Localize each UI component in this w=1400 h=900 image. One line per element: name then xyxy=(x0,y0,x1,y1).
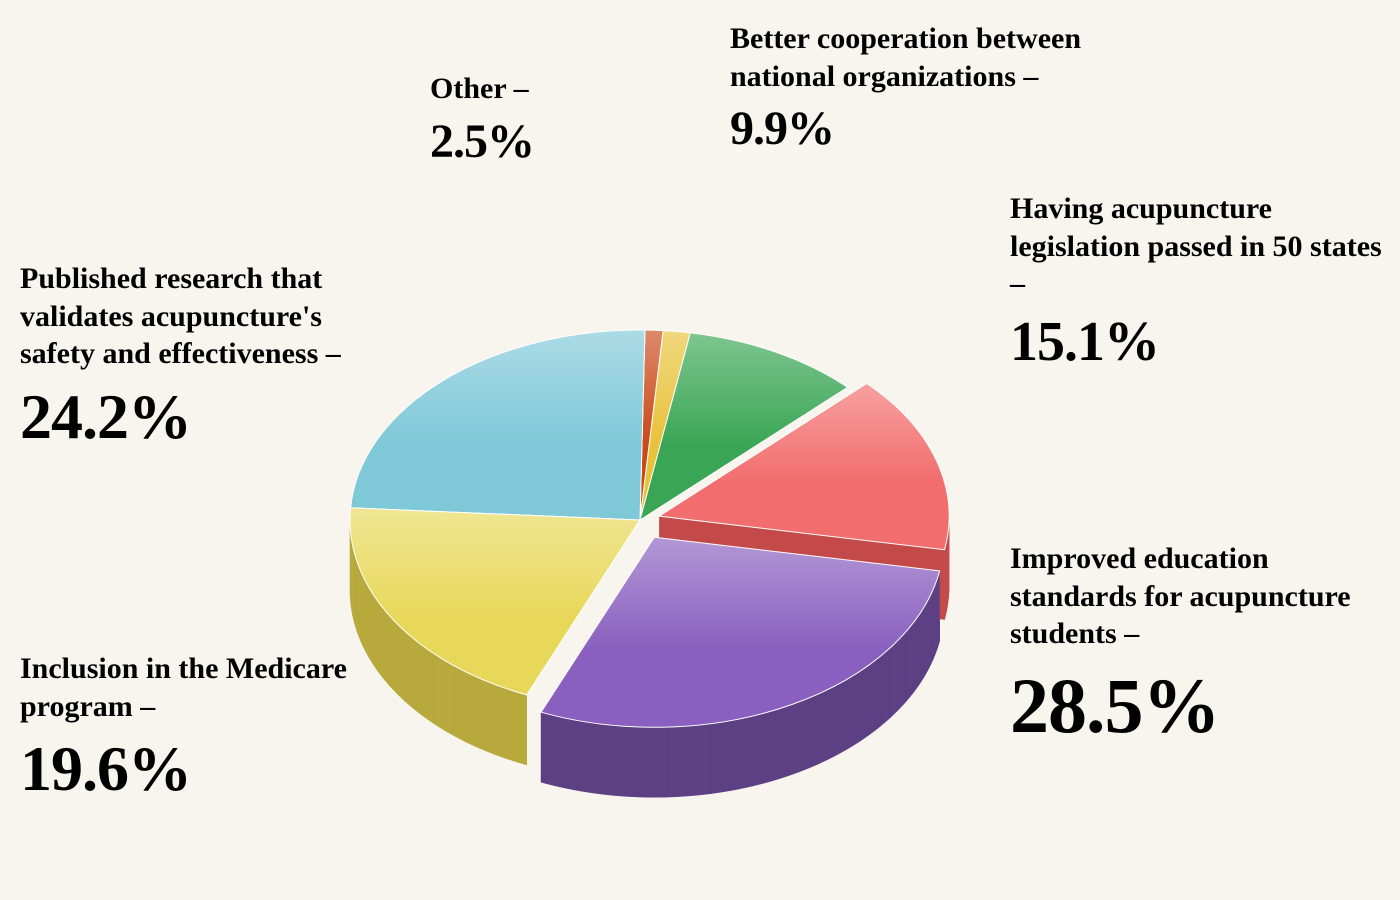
pie-slice-side-education xyxy=(697,724,711,796)
pie-slice-side-medicare xyxy=(443,659,454,735)
label-medicare: Inclusion in the Medicare program –19.6% xyxy=(20,650,400,809)
pie-slice-side-education xyxy=(766,709,779,783)
label-title-research: Published research that validates acupun… xyxy=(20,260,400,373)
label-research: Published research that validates acupun… xyxy=(20,260,400,457)
label-other_b: Other – 2.5% xyxy=(430,70,534,172)
pie-slice-side-education xyxy=(829,683,840,759)
pie-slice-side-education xyxy=(880,649,889,727)
pie-slice-side-medicare xyxy=(454,666,465,742)
label-pct-research: 24.2% xyxy=(20,377,400,457)
pie-slice-side-education xyxy=(610,725,624,796)
pie-slice-side-education xyxy=(871,656,880,733)
pie-slice-side-medicare xyxy=(405,631,414,708)
pie-slice-side-education xyxy=(654,727,668,797)
pie-slice-side-education xyxy=(753,713,766,786)
label-title-legislation: Having acupuncture legislation passed in… xyxy=(1010,190,1390,303)
pie-slice-side-legislation xyxy=(945,541,947,620)
pie-slice-side-medicare xyxy=(423,646,433,723)
label-title-education: Improved education standards for acupunc… xyxy=(1010,540,1390,653)
chart-stage: Better cooperation between national orga… xyxy=(0,0,1400,900)
pie-slice-side-medicare xyxy=(353,545,355,624)
pie-slice-side-education xyxy=(711,722,725,794)
pie-slice-side-education xyxy=(682,725,696,796)
label-title-cooperation: Better cooperation between national orga… xyxy=(730,20,1110,95)
pie-slice-side-education xyxy=(897,633,905,711)
pie-slice-side-education xyxy=(639,727,653,797)
label-pct-medicare: 19.6% xyxy=(20,729,400,809)
label-cooperation: Better cooperation between national orga… xyxy=(730,20,1110,159)
pie-slice-side-education xyxy=(889,641,897,719)
pie-slice-side-education xyxy=(817,689,829,765)
pie-slice-side-medicare xyxy=(465,671,477,746)
pie-slice-side-medicare xyxy=(355,554,358,633)
pie-slice-side-education xyxy=(840,677,851,753)
pie-slice-side-medicare xyxy=(501,687,514,761)
label-legislation: Having acupuncture legislation passed in… xyxy=(1010,190,1390,377)
pie-slice-side-medicare xyxy=(433,653,443,730)
pie-slice-side-education xyxy=(779,704,792,778)
pie-slice-side-education xyxy=(668,726,682,797)
pie-slice-side-medicare xyxy=(414,639,423,716)
pie-slice-side-medicare xyxy=(358,564,362,643)
pie-slice-side-education xyxy=(625,726,639,797)
label-pct-other_b: 2.5% xyxy=(430,112,534,172)
pie-slice-side-education xyxy=(582,721,596,793)
pie-slice-side-education xyxy=(596,723,610,795)
pie-slice-side-education xyxy=(851,670,861,747)
label-pct-legislation: 15.1% xyxy=(1010,307,1390,377)
label-pct-cooperation: 9.9% xyxy=(730,99,1110,159)
pie-slice-side-medicare xyxy=(361,573,365,652)
pie-slice-side-education xyxy=(805,695,817,770)
label-title-medicare: Inclusion in the Medicare program – xyxy=(20,650,400,725)
label-education: Improved education standards for acupunc… xyxy=(1010,540,1390,754)
pie-slice-side-medicare xyxy=(489,682,501,757)
pie-slice-side-education xyxy=(792,700,805,775)
pie-slice-side-medicare xyxy=(366,582,371,661)
pie-slice-side-medicare xyxy=(514,691,527,765)
pie-slice-side-education xyxy=(739,716,753,789)
pie-slice-side-education xyxy=(725,719,739,792)
pie-slice-side-medicare xyxy=(477,677,489,752)
label-title-other_b: Other – xyxy=(430,70,534,108)
pie-slice-side-education xyxy=(861,663,871,740)
label-pct-education: 28.5% xyxy=(1010,657,1390,755)
